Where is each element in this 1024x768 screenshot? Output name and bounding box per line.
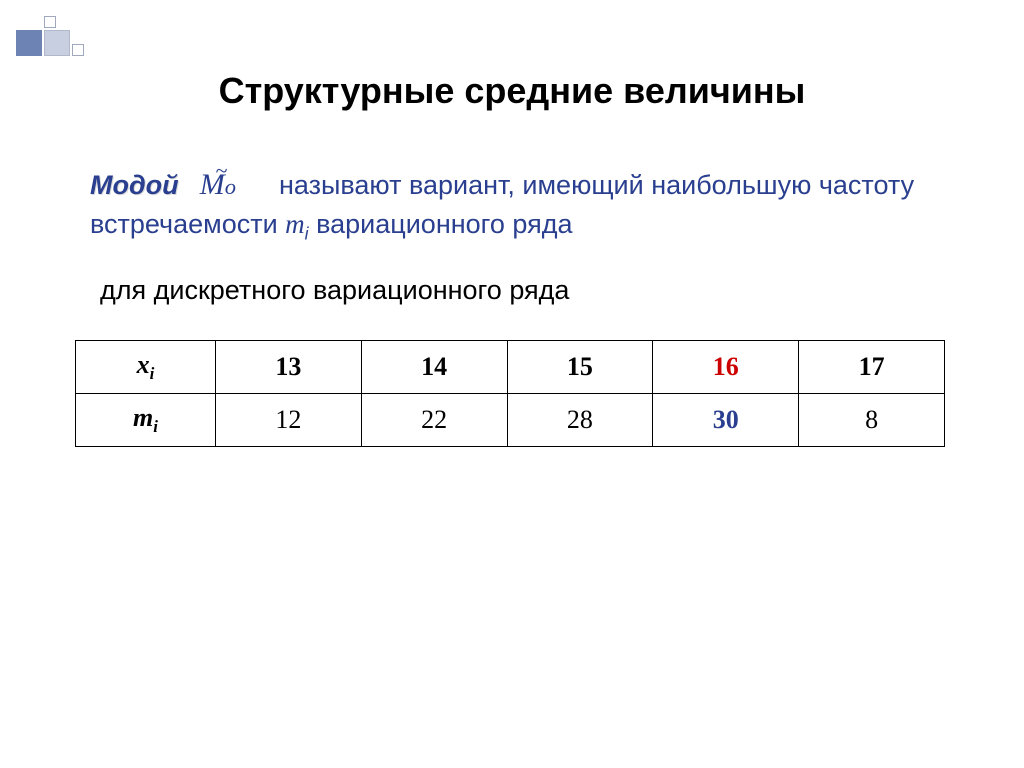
page-title: Структурные средние величины xyxy=(0,70,1024,112)
data-table: xi1314151617mi122228308 xyxy=(75,340,945,447)
slide: Структурные средние величины Модой ~Mo н… xyxy=(0,0,1024,768)
table-row: xi1314151617 xyxy=(76,341,945,394)
table-cell: 15 xyxy=(507,341,653,394)
subtitle-text: для дискретного вариационного ряда xyxy=(100,275,569,306)
deco-square xyxy=(44,16,56,28)
row-header: mi xyxy=(76,394,216,447)
table-cell: 22 xyxy=(361,394,507,447)
table-cell: 13 xyxy=(215,341,361,394)
table-cell: 17 xyxy=(799,341,945,394)
table-cell: 14 xyxy=(361,341,507,394)
definition-text: Модой ~Mo называют вариант, имеющий наиб… xyxy=(90,165,930,246)
table-cell: 28 xyxy=(507,394,653,447)
definition-body-2: вариационного ряда xyxy=(309,209,573,239)
corner-decoration xyxy=(16,16,116,66)
m-italic: m xyxy=(285,209,305,239)
table-cell: 8 xyxy=(799,394,945,447)
row-header: xi xyxy=(76,341,216,394)
table-row: mi122228308 xyxy=(76,394,945,447)
deco-square xyxy=(44,30,70,56)
definition-term: Модой xyxy=(90,170,179,200)
table-cell: 12 xyxy=(215,394,361,447)
table-cell: 16 xyxy=(653,341,799,394)
deco-square xyxy=(72,44,84,56)
mode-symbol: ~Mo xyxy=(200,168,244,201)
deco-square xyxy=(16,30,42,56)
table-body: xi1314151617mi122228308 xyxy=(76,341,945,447)
table-cell: 30 xyxy=(653,394,799,447)
